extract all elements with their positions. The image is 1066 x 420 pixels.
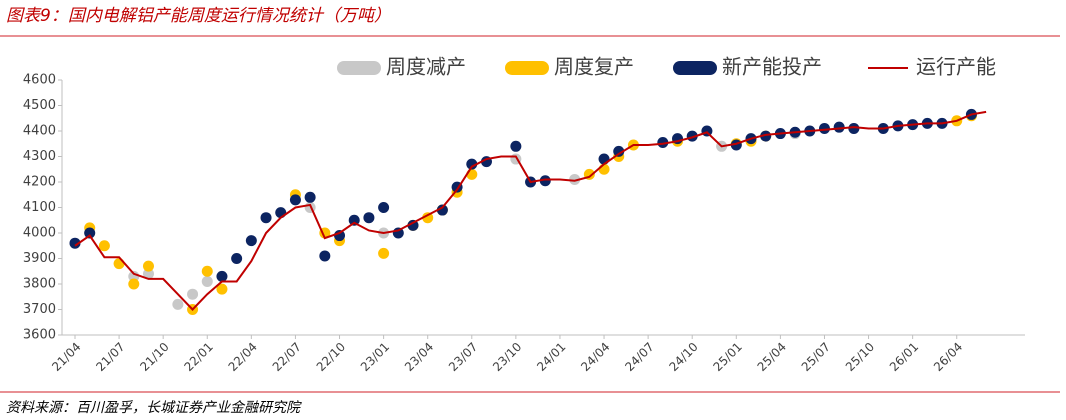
marker [760, 130, 772, 142]
y-tick-label: 3600 [23, 328, 56, 343]
x-tick-label: 26/01 [887, 340, 921, 374]
x-tick-label: 26/04 [931, 340, 965, 374]
y-tick-label: 3800 [23, 277, 56, 292]
marker [319, 250, 331, 262]
marker [289, 194, 301, 206]
x-tick-label: 25/10 [843, 340, 877, 374]
x-tick-label: 24/01 [534, 340, 568, 374]
x-tick-label: 24/07 [622, 340, 656, 374]
marker [201, 275, 213, 287]
x-tick-label: 23/04 [402, 340, 436, 374]
marker [848, 122, 860, 134]
marker [569, 173, 581, 185]
marker [422, 212, 434, 224]
marker [128, 270, 140, 282]
marker [833, 121, 845, 133]
legend-label: 运行产能 [916, 55, 996, 79]
marker [363, 212, 375, 224]
x-tick-label: 21/07 [93, 340, 127, 374]
x-tick-label: 22/10 [314, 340, 348, 374]
legend-label: 周度减产 [386, 55, 466, 79]
marker [98, 240, 110, 252]
marker [436, 204, 448, 216]
x-tick-label: 21/10 [137, 340, 171, 374]
marker [348, 214, 360, 226]
marker [334, 230, 346, 242]
x-tick-label: 23/10 [490, 340, 524, 374]
y-tick-label: 4300 [23, 149, 56, 164]
marker [275, 207, 287, 219]
x-tick-label: 22/01 [181, 340, 215, 374]
y-tick-label: 4100 [23, 200, 56, 215]
x-tick-label: 23/07 [446, 340, 480, 374]
marker [142, 268, 154, 280]
marker [142, 260, 154, 272]
x-tick-label: 22/04 [226, 340, 260, 374]
marker [598, 153, 610, 165]
marker [231, 253, 243, 264]
y-tick-label: 4500 [23, 98, 56, 113]
marker [84, 227, 96, 239]
y-tick-label: 4400 [23, 124, 56, 139]
marker [304, 191, 316, 203]
marker [378, 202, 390, 213]
line [74, 110, 987, 311]
marker [407, 219, 419, 231]
marker [613, 145, 625, 157]
marker [466, 158, 478, 170]
x-tick-label: 21/04 [49, 340, 83, 374]
y-tick-label: 4600 [23, 73, 56, 88]
x-tick-label: 24/10 [666, 340, 700, 374]
source: 资料来源：百川盈孚，长城证券产业金融研究院 [6, 400, 302, 416]
x-tick-label: 25/07 [799, 340, 833, 374]
marker [128, 278, 140, 290]
chart-title: 图表9：国内电解铝产能周度运行情况统计（万吨） [6, 6, 391, 26]
x-tick-label: 24/04 [578, 340, 612, 374]
legend-label: 新产能投产 [722, 55, 822, 79]
y-tick-label: 3900 [23, 251, 56, 266]
x-tick-label: 25/04 [755, 340, 789, 374]
x-tick-label: 25/01 [711, 340, 745, 374]
x-tick-label: 23/01 [358, 340, 392, 374]
marker [172, 298, 184, 310]
y-tick-label: 4200 [23, 175, 56, 190]
marker [187, 288, 199, 300]
marker [216, 270, 228, 282]
marker [260, 212, 272, 224]
marker [818, 122, 830, 134]
marker [113, 258, 125, 270]
x-tick-label: 22/07 [270, 340, 304, 374]
marker [657, 136, 669, 148]
marker [216, 283, 228, 295]
legend-label: 周度复产 [554, 55, 634, 79]
marker [69, 237, 81, 249]
marker [510, 140, 522, 152]
marker [378, 247, 390, 259]
marker [539, 175, 551, 187]
y-tick-label: 3700 [23, 302, 56, 317]
marker [245, 235, 257, 247]
marker [201, 265, 213, 277]
y-tick-label: 4000 [23, 226, 56, 241]
